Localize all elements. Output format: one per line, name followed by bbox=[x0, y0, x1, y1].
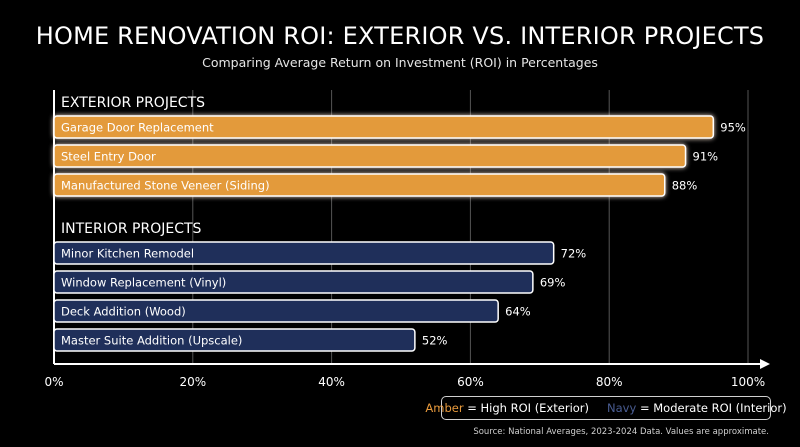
x-tick-label: 100% bbox=[731, 375, 765, 389]
bar bbox=[53, 173, 666, 197]
bar-category-label: Manufactured Stone Veneer (Siding) bbox=[61, 179, 270, 193]
source-note: Source: National Averages, 2023-2024 Dat… bbox=[473, 427, 769, 437]
legend-amber-text: = High ROI (Exterior) bbox=[463, 401, 590, 415]
bar bbox=[53, 328, 416, 352]
group-header: INTERIOR PROJECTS bbox=[61, 221, 202, 237]
x-axis-arrow bbox=[760, 359, 770, 369]
chart-subtitle: Comparing Average Return on Investment (… bbox=[202, 55, 598, 70]
bar bbox=[53, 241, 555, 265]
bar-value-label: 91% bbox=[693, 150, 719, 164]
group-header: EXTERIOR PROJECTS bbox=[61, 95, 205, 111]
chart-title: HOME RENOVATION ROI: EXTERIOR VS. INTERI… bbox=[35, 22, 765, 50]
bar-value-label: 88% bbox=[672, 179, 698, 193]
legend-navy-text: = Moderate ROI (Interior) bbox=[636, 401, 787, 415]
legend: Amber = High ROI (Exterior) Navy = Moder… bbox=[425, 396, 787, 420]
x-tick-label: 0% bbox=[44, 375, 63, 389]
legend-navy-word: Navy bbox=[607, 401, 637, 415]
bar-value-label: 64% bbox=[505, 305, 531, 319]
bar-value-label: 52% bbox=[422, 334, 448, 348]
bar-value-label: 72% bbox=[561, 247, 587, 261]
bar-category-label: Deck Addition (Wood) bbox=[61, 305, 186, 319]
bar-category-label: Window Replacement (Vinyl) bbox=[61, 276, 226, 290]
bar bbox=[53, 299, 499, 323]
bar-category-label: Master Suite Addition (Upscale) bbox=[61, 334, 242, 348]
bar bbox=[53, 115, 715, 139]
legend-item-exterior: Amber = High ROI (Exterior) bbox=[425, 401, 589, 415]
bar-category-label: Minor Kitchen Remodel bbox=[61, 247, 194, 261]
bar-category-label: Garage Door Replacement bbox=[61, 121, 214, 135]
legend-item-interior: Navy = Moderate ROI (Interior) bbox=[607, 401, 787, 415]
legend-amber-word: Amber bbox=[425, 401, 464, 415]
x-tick-label: 80% bbox=[596, 375, 623, 389]
bar-category-label: Steel Entry Door bbox=[61, 150, 156, 164]
bar bbox=[53, 144, 687, 168]
x-tick-label: 20% bbox=[179, 375, 206, 389]
bar-value-label: 95% bbox=[720, 121, 746, 135]
x-tick-label: 60% bbox=[457, 375, 484, 389]
bar bbox=[53, 270, 534, 294]
bar-value-label: 69% bbox=[540, 276, 566, 290]
x-tick-label: 40% bbox=[318, 375, 345, 389]
